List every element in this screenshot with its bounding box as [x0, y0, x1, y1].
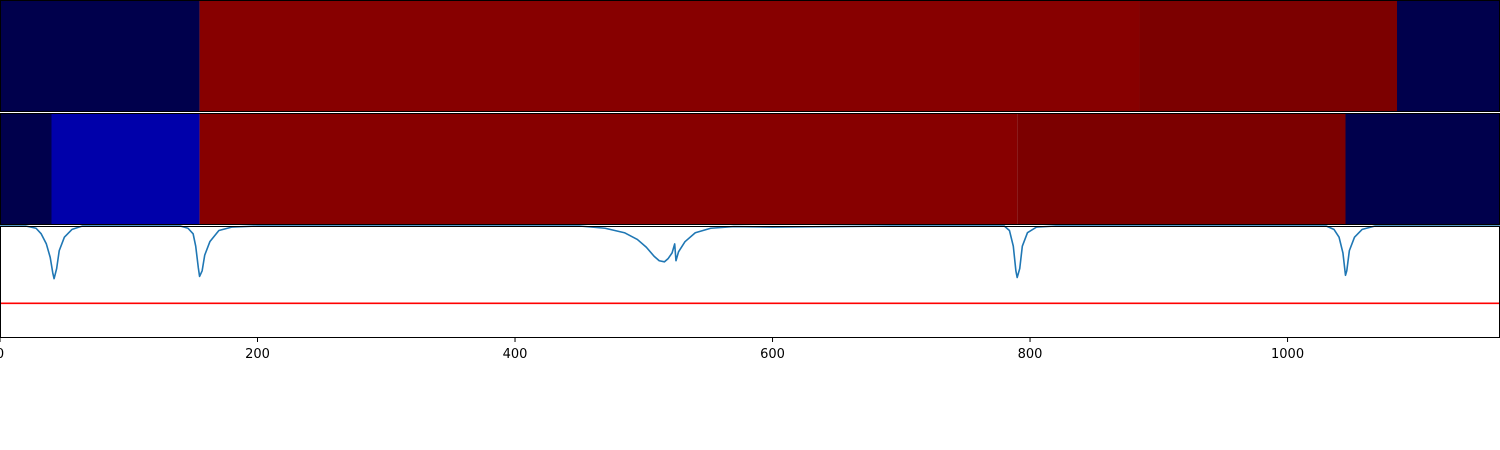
heatmap-segment: [199, 0, 1140, 112]
x-tick-label: 1000: [1271, 347, 1304, 362]
line-panel: [0, 225, 1500, 338]
x-tick-label: 600: [760, 347, 785, 362]
heatmap-bottom: [0, 113, 1500, 225]
heatmap-segment: [51, 113, 200, 225]
heatmap-segment: [0, 0, 200, 112]
heatmap-segment: [1139, 0, 1397, 112]
heatmap-top: [0, 0, 1500, 112]
heatmap-segment: [1017, 113, 1346, 225]
heatmap-segment: [0, 113, 52, 225]
x-tick-label: 400: [503, 347, 528, 362]
x-tick-label: 0: [0, 347, 4, 362]
heatmap-segment: [1396, 0, 1500, 112]
heatmap-segment: [199, 113, 1018, 225]
x-tick-label: 800: [1018, 347, 1043, 362]
x-tick-label: 200: [245, 347, 270, 362]
plot-background: [0, 226, 1500, 338]
heatmap-segment: [1345, 113, 1500, 225]
x-axis: 0 200 400 600 800 1000: [0, 338, 1304, 362]
